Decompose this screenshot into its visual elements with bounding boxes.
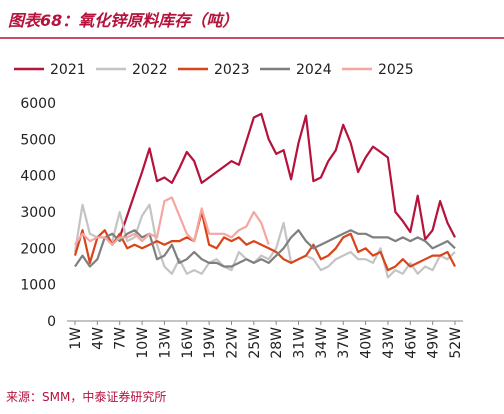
x-tick-label: 40W bbox=[359, 327, 375, 359]
x-tick-label: 34W bbox=[314, 327, 330, 359]
x-tick-label: 49W bbox=[426, 327, 442, 359]
x-tick-label: 46W bbox=[403, 327, 419, 359]
source: 来源：SMM，中泰证券研究所 bbox=[6, 389, 166, 404]
series-line bbox=[74, 229, 456, 268]
legend-label: 2024 bbox=[296, 62, 332, 78]
x-tick-label: 52W bbox=[448, 327, 464, 359]
series-line bbox=[74, 196, 270, 246]
x-tick-label: 4W bbox=[90, 327, 106, 350]
y-tick-label: 2000 bbox=[20, 241, 56, 257]
y-tick-label: 6000 bbox=[20, 96, 56, 112]
x-tick-label: 1W bbox=[68, 327, 84, 350]
y-tick-label: 4000 bbox=[20, 169, 56, 185]
x-tick-label: 13W bbox=[157, 327, 173, 359]
x-tick-label: 22W bbox=[224, 327, 240, 359]
x-tick-label: 37W bbox=[336, 327, 352, 359]
legend-label: 2021 bbox=[50, 62, 86, 78]
legend-label: 2023 bbox=[214, 62, 250, 78]
y-tick-label: 3000 bbox=[20, 205, 56, 221]
chart-title: 图表68：氧化锌原料库存（吨） bbox=[8, 11, 238, 30]
series-line bbox=[73, 203, 456, 279]
x-tick-label: 19W bbox=[202, 327, 218, 359]
y-tick-label: 1000 bbox=[20, 278, 56, 294]
x-tick-label: 43W bbox=[381, 327, 397, 359]
y-tick-label: 5000 bbox=[20, 132, 56, 148]
series-line bbox=[73, 210, 456, 272]
legend-label: 2025 bbox=[378, 62, 414, 78]
x-tick-label: 16W bbox=[180, 327, 196, 359]
legend-label: 2022 bbox=[132, 62, 168, 78]
x-tick-label: 28W bbox=[269, 327, 285, 359]
series-line bbox=[118, 112, 456, 241]
x-tick-label: 31W bbox=[292, 327, 308, 359]
x-tick-label: 10W bbox=[135, 327, 151, 359]
x-tick-label: 7W bbox=[113, 327, 129, 350]
x-tick-label: 25W bbox=[247, 327, 263, 359]
y-tick-label: 0 bbox=[47, 314, 56, 330]
